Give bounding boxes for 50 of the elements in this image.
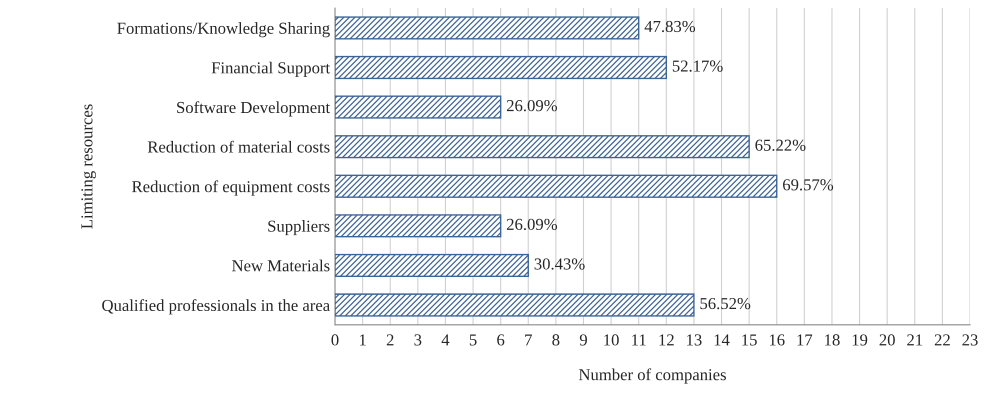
x-tick-label: 16 — [770, 334, 785, 346]
bar — [335, 174, 778, 198]
x-tick-label: 22 — [934, 334, 950, 346]
x-tick-label: 7 — [525, 334, 532, 346]
bar — [335, 96, 502, 119]
annotation: 69.57% — [783, 179, 834, 190]
annotation: 47.83% — [644, 20, 696, 32]
x-tick-label: 3 — [414, 334, 422, 346]
y-tick-label: Suppliers — [268, 220, 330, 236]
annotation: 26.09% — [506, 100, 558, 112]
x-tick-label: 23 — [962, 334, 978, 346]
x-tick-label: 6 — [497, 334, 504, 346]
x-tick-label: 5 — [470, 334, 477, 346]
y-axis-title: Limiting resources — [81, 104, 96, 229]
x-tick-label: 4 — [442, 334, 450, 346]
y-tick-label: New Materials — [232, 260, 330, 272]
bar — [335, 16, 640, 40]
y-tick-label: Reduction of material costs — [148, 140, 330, 153]
x-tick-label: 13 — [687, 334, 702, 346]
annotation: 30.43% — [534, 258, 585, 270]
bar — [335, 293, 695, 317]
annotation: 52.17% — [672, 60, 723, 72]
annotation: 26.09% — [506, 218, 558, 230]
x-tick-label: 20 — [880, 334, 895, 346]
x-tick-label: 11 — [632, 334, 646, 346]
annotation: 65.22% — [755, 140, 806, 151]
bar — [335, 56, 667, 80]
y-tick-label: Financial Support — [212, 62, 330, 77]
y-tick-label: Qualified professionals in the area — [102, 299, 330, 314]
x-tick-label: 14 — [714, 334, 730, 346]
annotation: 56.52% — [700, 298, 750, 310]
x-tick-label: 2 — [386, 334, 394, 346]
x-tick-label: 1 — [360, 334, 366, 346]
y-tick-label: Software Development — [177, 101, 330, 116]
x-axis-title: Number of companies — [578, 368, 726, 384]
bar — [335, 254, 529, 278]
bar — [335, 135, 750, 158]
x-tick-label: 8 — [552, 334, 560, 346]
x-tick-label: 12 — [659, 334, 674, 346]
x-tick-label: 17 — [797, 334, 812, 346]
x-tick-label: 19 — [852, 334, 868, 346]
y-tick-label: Reduction of equipment costs — [132, 180, 330, 196]
y-tick-label: Formations/Knowledge Sharing — [117, 22, 330, 38]
x-tick-label: 21 — [907, 334, 922, 346]
x-tick-label: 15 — [742, 334, 757, 346]
x-tick-label: 18 — [825, 334, 840, 346]
bar — [335, 214, 502, 238]
x-tick-label: 0 — [331, 334, 339, 346]
x-tick-label: 9 — [580, 334, 587, 346]
x-tick-label: 10 — [604, 334, 619, 346]
